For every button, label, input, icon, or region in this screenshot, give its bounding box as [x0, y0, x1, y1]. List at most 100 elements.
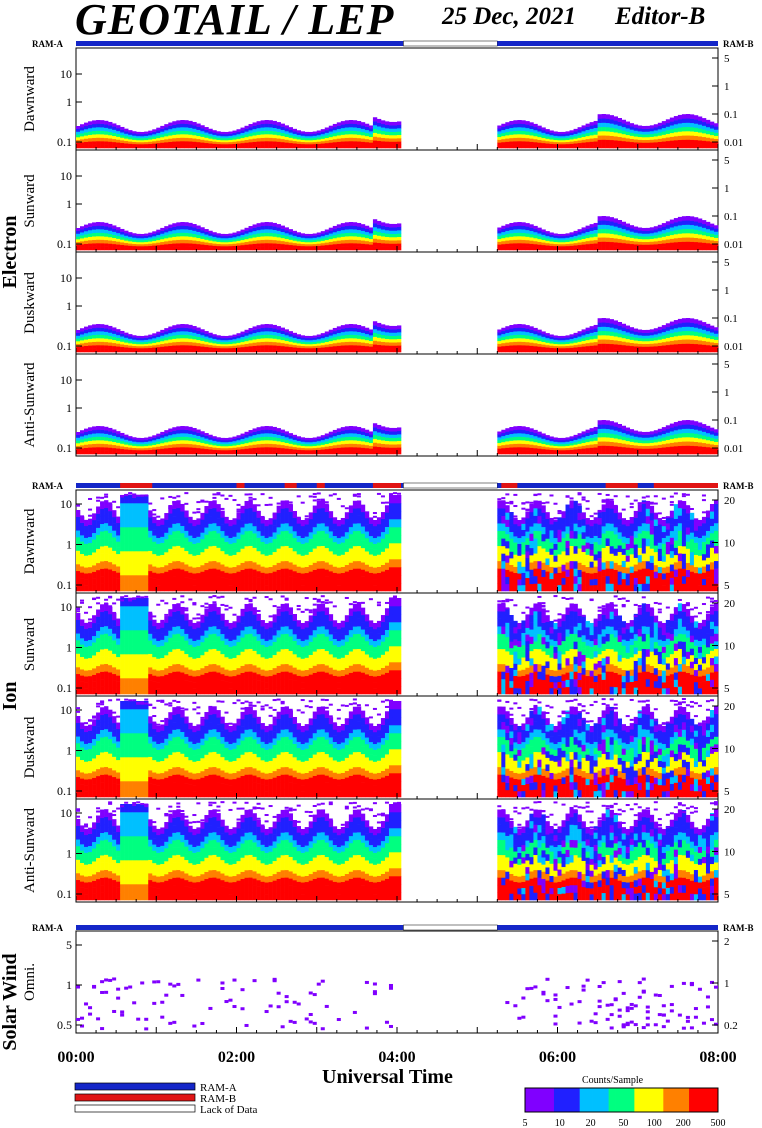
heatmap-cell	[168, 438, 173, 442]
heatmap-cell	[96, 576, 101, 585]
heatmap-cell	[312, 233, 318, 236]
heatmap-cell	[593, 222, 598, 227]
heatmap-cell	[300, 143, 306, 147]
heatmap-cell	[76, 228, 81, 232]
heatmap-cell	[573, 439, 578, 443]
heatmap-cell	[553, 335, 558, 338]
heatmap-cell	[581, 337, 586, 341]
heatmap-cell	[625, 437, 631, 442]
heatmap-cell	[88, 144, 93, 149]
heatmap-cell	[80, 578, 85, 586]
heatmap-cell	[192, 511, 197, 514]
heatmap-cell	[308, 245, 314, 249]
heatmap-cell	[629, 336, 635, 340]
heatmap-cell	[116, 528, 121, 536]
heatmap-cell	[565, 335, 570, 338]
heatmap-cell	[96, 527, 101, 535]
heatmap-cell	[521, 324, 526, 329]
heatmap-cell	[228, 349, 233, 353]
heatmap-cell	[625, 141, 631, 145]
heatmap-cell	[248, 241, 253, 245]
heatmap-cell	[529, 326, 534, 330]
heatmap-cell	[497, 142, 502, 146]
heatmap-cell	[236, 337, 241, 341]
heatmap-cell	[360, 230, 366, 235]
heatmap-cell	[637, 434, 643, 438]
heatmap-cell	[549, 232, 554, 235]
heatmap-cell	[104, 338, 109, 343]
heatmap-cell	[144, 247, 149, 251]
heatmap-cell	[669, 434, 675, 440]
heatmap-cell	[96, 327, 101, 332]
heatmap-cell	[104, 522, 109, 531]
heatmap-cell	[384, 335, 390, 339]
heatmap-cell	[88, 508, 93, 511]
heatmap-cell	[272, 440, 277, 445]
heatmap-cell	[316, 141, 322, 144]
heatmap-cell	[597, 233, 602, 238]
heatmap-cell	[637, 238, 643, 242]
heatmap-cell	[605, 449, 610, 455]
heatmap-cell	[76, 550, 81, 558]
heatmap-cell	[541, 346, 546, 350]
heatmap-cell	[292, 446, 297, 450]
heatmap-cell	[673, 348, 679, 353]
heatmap-cell	[509, 124, 514, 129]
heatmap-cell	[641, 136, 647, 141]
heatmap-cell	[216, 239, 221, 242]
heatmap-cell	[312, 439, 318, 442]
heatmap-cell	[545, 347, 550, 350]
heatmap-cell	[244, 340, 249, 344]
heatmap-cell	[533, 336, 538, 341]
heatmap-cell	[685, 326, 691, 332]
heatmap-cell	[108, 230, 113, 235]
heatmap-cell	[288, 231, 293, 235]
heatmap-cell	[549, 247, 554, 251]
heatmap-cell	[589, 138, 594, 142]
heatmap-cell	[196, 234, 201, 239]
heatmap-cell	[657, 450, 663, 455]
heatmap-cell	[92, 134, 97, 138]
heatmap-cell	[180, 518, 185, 527]
heatmap-cell	[388, 348, 394, 353]
heatmap-cell	[597, 135, 602, 140]
heatmap-cell	[348, 232, 354, 237]
heatmap-cell	[284, 434, 289, 438]
heatmap-cell	[132, 495, 137, 504]
heatmap-cell	[617, 329, 622, 334]
heatmap-cell	[392, 434, 398, 439]
heatmap-cell	[108, 246, 113, 251]
heatmap-cell	[581, 125, 586, 129]
heatmap-cell	[292, 233, 297, 236]
heatmap-cell	[276, 332, 281, 337]
heatmap-cell	[336, 243, 342, 248]
heatmap-cell	[296, 241, 301, 244]
heatmap-cell	[188, 131, 193, 135]
heatmap-cell	[320, 131, 326, 135]
heatmap-cell	[200, 451, 205, 455]
heatmap-cell	[232, 239, 237, 242]
heatmap-cell	[188, 222, 193, 227]
heatmap-cell	[589, 128, 594, 133]
heatmap-cell	[224, 137, 229, 141]
heatmap-cell	[120, 346, 125, 350]
heatmap-cell	[629, 234, 635, 238]
heatmap-cell	[84, 447, 89, 452]
heatmap-cell	[625, 233, 631, 238]
heatmap-cell	[256, 226, 261, 231]
heatmap-cell	[364, 231, 370, 236]
heatmap-cell	[244, 349, 249, 353]
heatmap-cell	[232, 436, 237, 440]
heatmap-cell	[148, 349, 153, 353]
heatmap-cell	[705, 443, 711, 448]
heatmap-cell	[336, 233, 342, 238]
heatmap-cell	[324, 448, 330, 452]
heatmap-cell	[569, 241, 574, 244]
heatmap-cell	[557, 349, 562, 353]
heatmap-cell	[332, 450, 338, 455]
heatmap-cell	[545, 136, 550, 139]
heatmap-cell	[601, 139, 606, 145]
heatmap-cell	[661, 341, 667, 346]
heatmap-cell	[693, 347, 699, 353]
heatmap-cell	[180, 338, 185, 342]
